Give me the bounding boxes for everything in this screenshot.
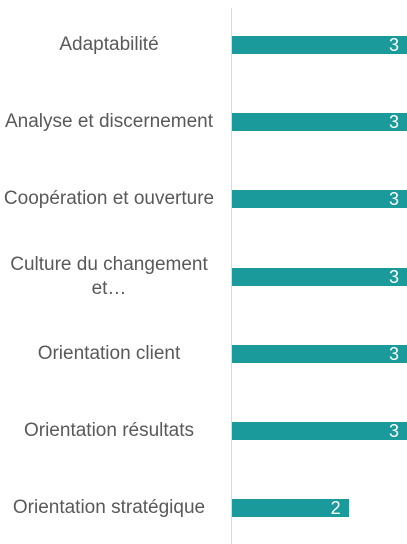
value-label: 2 [330,498,341,519]
bar [232,36,407,54]
category-label: Coopération et ouverture [3,188,215,210]
category-label: Culture du changement et… [10,253,208,299]
bar [232,344,407,363]
category-label: Analyse et discernement [4,111,214,133]
value-label: 3 [388,421,399,441]
category-label: Orientation client [37,342,181,364]
bar [232,422,407,440]
category-label: Adaptabilité [59,34,159,55]
category-axis [231,8,232,544]
bar [232,267,407,286]
bar [232,113,407,132]
value-label: 3 [388,343,399,364]
value-label: 3 [388,266,399,287]
value-label: 3 [388,112,399,133]
category-label: Orientation résultats [23,420,195,441]
category-label: Orientation stratégique [12,497,206,519]
value-label: 3 [388,35,399,55]
value-label: 3 [388,189,399,210]
bar [232,190,407,209]
bar [232,499,349,518]
